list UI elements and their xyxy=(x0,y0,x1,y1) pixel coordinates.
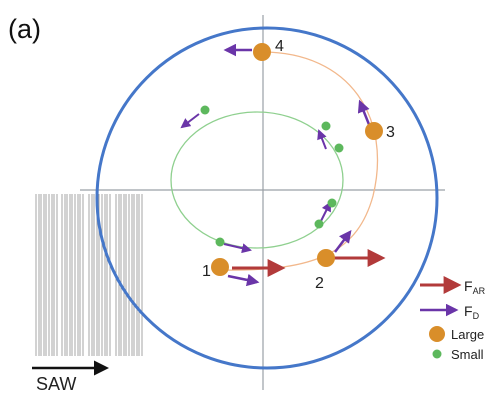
small-particle xyxy=(334,143,344,153)
legend-small-swatch xyxy=(432,349,442,359)
large-particle-path xyxy=(219,51,379,271)
small-particle xyxy=(215,237,225,247)
legend: FAR FD Large Small xyxy=(420,276,486,362)
fd-arrow-3 xyxy=(357,99,372,128)
large-particle-2 xyxy=(317,249,335,267)
fd-arrow-small-c xyxy=(319,201,331,224)
large-particle-4 xyxy=(253,43,271,61)
fd-arrow-small-a xyxy=(180,113,200,129)
legend-fd-label: FD xyxy=(464,303,480,321)
outer-boundary-circle xyxy=(95,26,439,370)
panel-label: (a) xyxy=(8,14,41,44)
small-particle xyxy=(200,105,210,115)
fd-arrow-2 xyxy=(334,230,352,253)
legend-large-label: Large xyxy=(451,327,484,342)
legend-large-swatch xyxy=(429,326,445,342)
saw-transducer-lines xyxy=(35,194,143,356)
legend-small-label: Small xyxy=(451,347,484,362)
small-particle xyxy=(321,121,331,131)
position-label-4: 4 xyxy=(275,38,284,55)
legend-fd-main: F xyxy=(464,303,473,319)
fd-arrow-1 xyxy=(227,273,260,287)
large-particle-3 xyxy=(365,122,383,140)
large-particle-1 xyxy=(211,258,229,276)
small-particle xyxy=(314,219,324,229)
legend-far-label: FAR xyxy=(464,278,486,296)
position-label-2: 2 xyxy=(315,275,324,292)
fd-arrow-small-b xyxy=(317,129,327,150)
small-particle-path xyxy=(170,111,344,249)
position-label-3: 3 xyxy=(386,124,395,141)
legend-far-sub: AR xyxy=(473,286,486,296)
fd-arrow-small-d xyxy=(223,243,252,254)
position-label-1: 1 xyxy=(202,263,211,280)
saw-label: SAW xyxy=(36,374,76,394)
small-particle xyxy=(327,198,337,208)
legend-far-main: F xyxy=(464,278,473,294)
legend-fd-sub: D xyxy=(473,311,480,321)
